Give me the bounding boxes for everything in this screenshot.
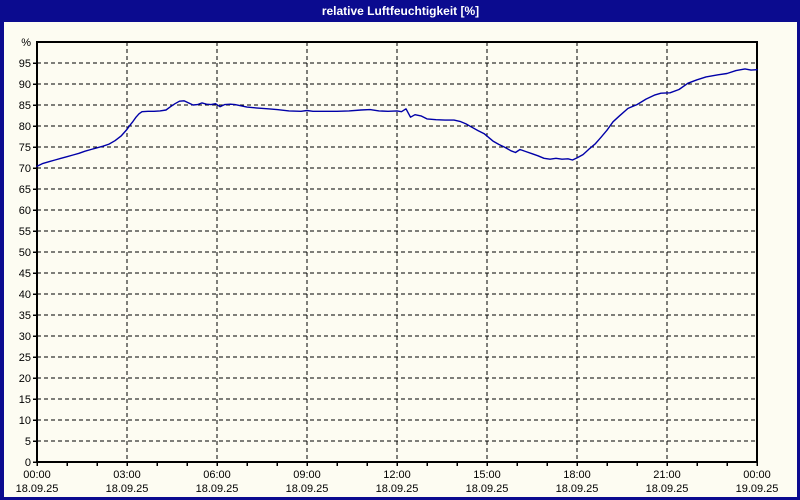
x-tick-date-label: 18.09.25 <box>466 483 509 495</box>
chart-title: relative Luftfeuchtigkeit [%] <box>321 4 480 18</box>
y-tick-label: 35 <box>19 310 31 322</box>
x-tick-time-label: 03:00 <box>113 469 141 481</box>
humidity-chart: 0 5 10 15 20 25 30 35 40 45 50 55 60 65 70 75 80 85 90 95% 0… <box>16 37 779 495</box>
y-tick-label: 0 <box>25 457 31 469</box>
y-tick-label: 85 <box>19 100 31 112</box>
x-tick-date-label: 18.09.25 <box>646 483 689 495</box>
y-tick-label: 40 <box>19 289 31 301</box>
y-tick-label: 65 <box>19 184 31 196</box>
x-tick-time-label: 06:00 <box>203 469 231 481</box>
x-tick-date-label: 19.09.25 <box>736 483 779 495</box>
y-tick-label: 25 <box>19 352 31 364</box>
x-tick-date-label: 18.09.25 <box>196 483 239 495</box>
y-tick-label: 30 <box>19 331 31 343</box>
x-tick-time-label: 09:00 <box>293 469 321 481</box>
y-tick-label: 95 <box>19 58 31 70</box>
x-tick-time-label: 15:00 <box>473 469 501 481</box>
x-tick-time-label: 12:00 <box>383 469 411 481</box>
y-tick-label: 50 <box>19 247 31 259</box>
y-tick-label: 55 <box>19 226 31 238</box>
x-tick-date-label: 18.09.25 <box>106 483 149 495</box>
y-tick-label: 70 <box>19 163 31 175</box>
y-tick-label: 75 <box>19 142 31 154</box>
humidity-line <box>36 68 758 168</box>
y-tick-label: 60 <box>19 205 31 217</box>
x-tick-date-label: 18.09.25 <box>16 483 59 495</box>
y-tick-label: 80 <box>19 121 31 133</box>
x-tick-time-label: 00:00 <box>743 469 771 481</box>
y-tick-label: 5 <box>25 436 31 448</box>
chart-region: 0 5 10 15 20 25 30 35 40 45 50 55 60 65 70 75 80 85 90 95% 0… <box>4 22 797 497</box>
x-tick-time-label: 18:00 <box>563 469 591 481</box>
y-tick-label: 45 <box>19 268 31 280</box>
x-tick-date-label: 18.09.25 <box>286 483 329 495</box>
x-tick-time-label: 00:00 <box>23 469 51 481</box>
x-tick-time-label: 21:00 <box>653 469 681 481</box>
y-axis-unit-label: % <box>21 37 31 49</box>
y-tick-label: 90 <box>19 79 31 91</box>
y-tick-label: 15 <box>19 394 31 406</box>
y-tick-label: 20 <box>19 373 31 385</box>
y-tick-label: 10 <box>19 415 31 427</box>
x-tick-date-label: 18.09.25 <box>376 483 419 495</box>
x-tick-date-label: 18.09.25 <box>556 483 599 495</box>
title-bar: relative Luftfeuchtigkeit [%] <box>4 0 797 22</box>
